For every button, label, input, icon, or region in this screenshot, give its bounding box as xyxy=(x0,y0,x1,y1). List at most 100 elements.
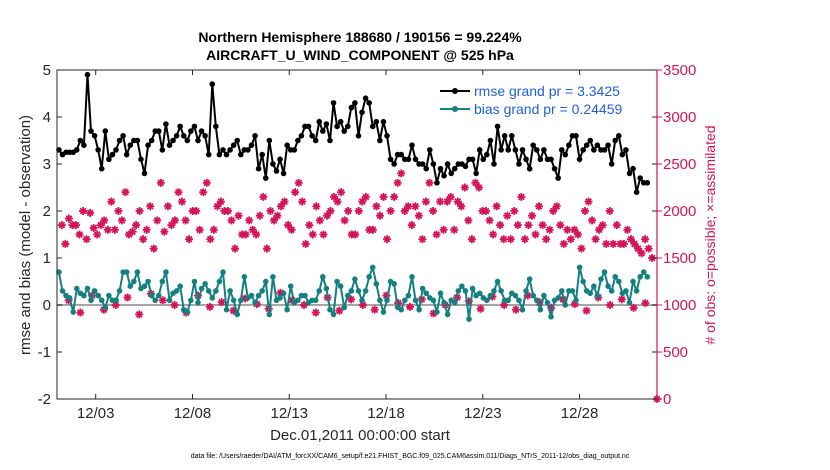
obs-count-point xyxy=(209,225,218,234)
rmse-point xyxy=(637,175,643,181)
rmse-point xyxy=(512,147,519,153)
obs-count-low-point xyxy=(205,302,214,311)
rmse-point xyxy=(337,118,344,125)
obs-count-markers xyxy=(57,169,657,262)
rmse-point xyxy=(305,123,312,130)
obs-count-point xyxy=(308,230,317,239)
obs-count-low-point xyxy=(76,308,85,317)
obs-count-point xyxy=(482,207,491,215)
obs-count-point xyxy=(623,225,632,234)
rmse-point xyxy=(88,128,94,134)
obs-count-point xyxy=(598,221,607,230)
obs-count-low-point xyxy=(582,306,591,315)
rmse-point xyxy=(344,123,351,130)
obs-count-point xyxy=(163,202,172,211)
bias-point xyxy=(491,288,497,294)
bias-point xyxy=(623,288,629,294)
obs-count-point xyxy=(86,208,95,217)
bias-point xyxy=(498,288,504,294)
bias-point xyxy=(255,292,262,299)
bias-point xyxy=(533,297,540,304)
obs-count-point xyxy=(531,230,540,239)
rmse-point xyxy=(608,161,615,167)
obs-count-point xyxy=(542,235,551,244)
rmse-point xyxy=(626,170,633,177)
bias-point xyxy=(398,306,405,313)
rmse-point xyxy=(316,118,323,125)
obs-count-point xyxy=(580,207,589,215)
right-y-tick-label: 3500 xyxy=(663,62,696,79)
rmse-point xyxy=(209,81,216,87)
bias-point xyxy=(223,306,230,313)
obs-count-point xyxy=(577,244,586,253)
rmse-point xyxy=(95,147,101,153)
bias-point xyxy=(462,288,469,294)
bias-point xyxy=(380,309,387,315)
rmse-point xyxy=(213,123,219,130)
obs-count-low-point xyxy=(405,302,414,311)
obs-count-point xyxy=(199,188,208,197)
obs-count-point xyxy=(326,207,335,215)
obs-count-point xyxy=(312,202,321,211)
obs-count-point xyxy=(273,211,282,220)
rmse-point xyxy=(573,133,579,139)
obs-count-point xyxy=(245,216,254,225)
bias-point xyxy=(519,306,526,313)
bias-point xyxy=(220,269,226,275)
rmse-point xyxy=(576,156,583,163)
obs-count-point xyxy=(584,197,593,206)
obs-count-point xyxy=(234,211,243,220)
chart-title-line2: AIRCRAFT_U_WIND_COMPONENT @ 525 hPa xyxy=(206,47,514,63)
rmse-point xyxy=(480,156,487,163)
obs-count-point xyxy=(213,202,222,211)
bias-point xyxy=(505,297,512,304)
bias-point xyxy=(230,297,237,304)
bias-point xyxy=(98,297,105,304)
rmse-point xyxy=(280,170,287,177)
obs-count-point xyxy=(379,192,388,201)
obs-count-point xyxy=(298,197,307,206)
bias-point xyxy=(337,283,344,290)
obs-count-point xyxy=(64,214,73,223)
bias-point xyxy=(348,288,355,294)
obs-count-point xyxy=(503,211,512,220)
obs-count-point xyxy=(195,225,204,234)
obs-count-point xyxy=(337,188,346,197)
bias-point xyxy=(384,297,390,304)
rmse-point xyxy=(56,147,62,153)
rmse-point xyxy=(284,142,290,148)
x-tick-label: 12/03 xyxy=(77,405,115,422)
obs-count-point xyxy=(344,207,353,215)
bias-point xyxy=(419,285,426,292)
rmse-point xyxy=(170,137,176,144)
obs-count-point xyxy=(57,221,66,230)
obs-count-point xyxy=(439,225,448,234)
obs-count-point xyxy=(573,230,582,239)
obs-count-point xyxy=(527,211,536,220)
obs-count-point xyxy=(549,207,558,215)
obs-count-point xyxy=(428,207,437,215)
bias-point xyxy=(355,288,362,294)
rmse-point xyxy=(605,142,611,148)
rmse-point xyxy=(352,100,358,106)
bias-point xyxy=(612,274,619,280)
bias-point xyxy=(320,274,326,280)
bias-point xyxy=(434,309,440,315)
bias-point xyxy=(537,306,544,313)
obs-count-point xyxy=(556,221,565,230)
rmse-point xyxy=(423,165,430,172)
rmse-point xyxy=(448,170,454,177)
obs-count-point xyxy=(535,202,544,211)
bias-point xyxy=(252,299,258,306)
rmse-point xyxy=(469,156,476,163)
obs-count-point xyxy=(414,211,423,220)
y-tick-label: -1 xyxy=(38,344,51,361)
rmse-point xyxy=(180,133,187,139)
rmse-point xyxy=(362,95,369,101)
rmse-point xyxy=(373,118,380,125)
bias-point xyxy=(238,297,244,304)
rmse-point xyxy=(277,156,283,163)
obs-count-point xyxy=(559,239,568,248)
rmse-point xyxy=(369,123,376,130)
bias-point xyxy=(541,292,547,299)
